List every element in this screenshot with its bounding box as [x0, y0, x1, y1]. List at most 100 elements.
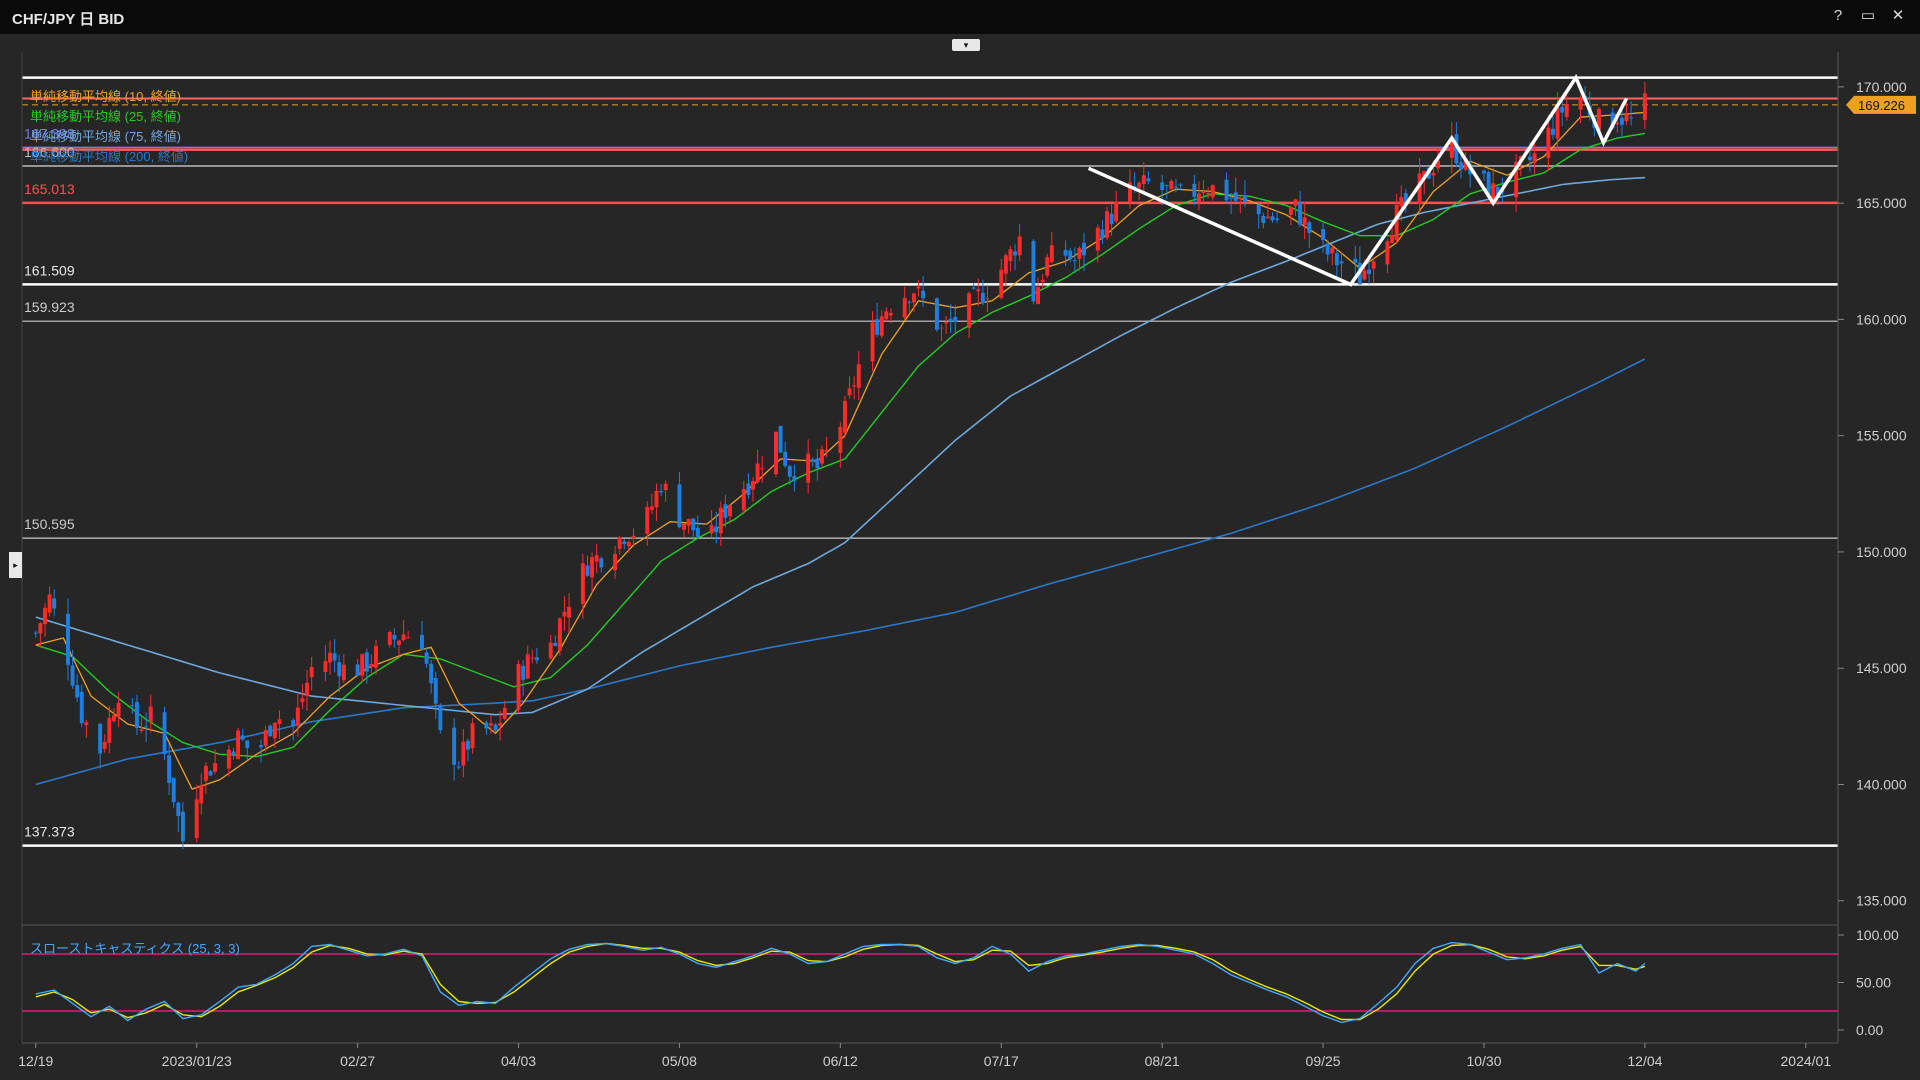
candle-body: [1160, 182, 1165, 191]
candle-body: [907, 301, 912, 303]
candle-body: [1578, 98, 1583, 110]
maximize-button[interactable]: ▭: [1860, 7, 1876, 24]
candle-body: [728, 505, 732, 517]
candle-body: [323, 661, 328, 672]
candle-body: [1399, 197, 1404, 207]
candle-body: [1192, 183, 1197, 197]
candle-body: [502, 707, 507, 719]
candle-body: [295, 707, 300, 726]
time-tick-label: 08/21: [1145, 1053, 1180, 1069]
candle-body: [948, 318, 953, 322]
candle-body: [337, 662, 342, 677]
candle-body: [548, 642, 553, 659]
candle-body: [562, 611, 567, 617]
candle-body: [420, 634, 424, 650]
candle-body: [999, 269, 1004, 298]
legend-sma25: 単純移動平均線 (25, 終値): [30, 109, 181, 124]
candle-body: [1013, 251, 1018, 256]
candle-body: [1201, 191, 1206, 194]
candle-body: [424, 652, 429, 664]
legend-stochastic: スローストキャスティクス (25, 3, 3): [30, 941, 240, 956]
candle-body: [176, 802, 181, 817]
candle-body: [484, 722, 489, 729]
candle-body: [1403, 193, 1408, 203]
indicator-legend: 単純移動平均線 (10, 終値) 単純移動平均線 (25, 終値) 単純移動平均…: [30, 89, 240, 956]
candle-body: [755, 463, 760, 483]
candle-body: [631, 535, 636, 539]
stoch-k-line: [35, 941, 1646, 1024]
candle-body: [488, 723, 493, 726]
candle-body: [1036, 287, 1040, 305]
candle-body: [98, 723, 103, 754]
candle-body: [134, 702, 139, 728]
candle-body: [1298, 202, 1303, 225]
candle-body: [553, 642, 558, 647]
candle-body: [916, 286, 921, 289]
candle-body: [102, 741, 107, 749]
horizontal-levels: 167.398 166.600 165.013 161.509 159.923 150.5…: [22, 76, 1838, 847]
candle-body: [599, 558, 604, 568]
candle-body: [1528, 156, 1532, 161]
candle-body: [1436, 160, 1440, 169]
candle-body: [305, 682, 309, 696]
level-label: 166.600: [24, 144, 75, 160]
candle-body: [162, 712, 167, 755]
candle-body: [980, 292, 985, 303]
candle-body: [1045, 257, 1050, 276]
candle-body: [1063, 249, 1068, 256]
candle-body: [1100, 229, 1105, 239]
candle-body: [452, 727, 457, 765]
candle-body: [1431, 172, 1436, 176]
candle-body: [259, 745, 264, 748]
candle-body: [1555, 107, 1560, 139]
candle-body: [1229, 197, 1234, 199]
candle-body: [622, 541, 627, 545]
candle-body: [792, 476, 797, 481]
candle-body: [820, 449, 824, 464]
candle-body: [433, 677, 438, 704]
candle-body: [921, 290, 926, 299]
candle-body: [939, 327, 944, 329]
candle-body: [1174, 186, 1178, 188]
candle-body: [1128, 182, 1132, 202]
candle-body: [718, 507, 723, 534]
candle-body: [1371, 261, 1376, 269]
candle-body: [778, 425, 783, 453]
price-tick-label: 145.000: [1856, 660, 1907, 676]
candle-body: [194, 799, 199, 838]
price-tick-label: 160.000: [1856, 311, 1907, 327]
candle-body: [774, 431, 778, 475]
expand-side-button[interactable]: ▸: [9, 552, 22, 578]
time-tick-label: 07/17: [984, 1053, 1019, 1069]
candle-body: [84, 722, 89, 726]
candle-body: [852, 385, 857, 387]
candle-body: [1082, 242, 1086, 256]
level-label: 161.509: [24, 262, 75, 278]
candle-body: [815, 458, 820, 469]
candle-body: [1362, 270, 1367, 280]
candle-body: [1610, 112, 1615, 129]
help-button[interactable]: ?: [1833, 7, 1843, 24]
collapse-panel-button[interactable]: ▾: [952, 39, 980, 51]
candle-body: [1077, 247, 1082, 259]
candle-body: [369, 663, 374, 667]
candle-body: [1169, 181, 1174, 190]
close-button[interactable]: ✕: [1891, 7, 1905, 24]
candle-body: [236, 730, 241, 760]
candle-body: [585, 565, 590, 576]
candle-body: [1095, 227, 1100, 251]
candle-body: [530, 657, 535, 659]
candle-body: [645, 507, 650, 534]
candle-body: [1491, 183, 1496, 200]
current-price-label: 169.226: [1858, 98, 1905, 113]
candlestick-series: [33, 81, 1647, 850]
candle-body: [1196, 193, 1201, 203]
time-tick-label: 09/25: [1306, 1053, 1341, 1069]
candle-body: [1642, 93, 1647, 120]
candle-body: [130, 705, 135, 707]
candle-body: [309, 667, 314, 678]
candle-body: [470, 723, 475, 749]
candle-body: [783, 451, 788, 466]
candle-body: [328, 652, 332, 663]
